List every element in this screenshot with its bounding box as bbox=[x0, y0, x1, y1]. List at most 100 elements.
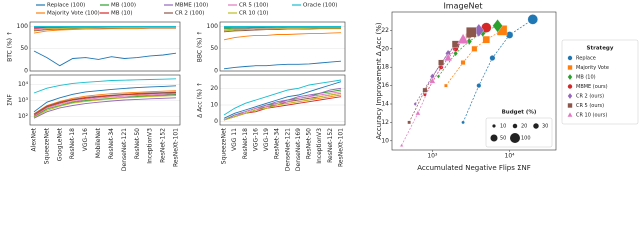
y-axis-label: Δ Acc (%) ↑ bbox=[197, 82, 204, 118]
x-axis-label: Accumulated Negative Flips ΣNF bbox=[417, 164, 531, 172]
y-tick-label: 10 bbox=[381, 137, 389, 144]
x-tick-label: MobileNet bbox=[95, 127, 102, 158]
series-line bbox=[33, 91, 177, 115]
point bbox=[451, 40, 460, 48]
series-line bbox=[33, 94, 177, 117]
series-line bbox=[33, 26, 176, 31]
legend-label: MB (100) bbox=[111, 3, 136, 9]
x-tick-label: ResNet-18 bbox=[69, 128, 76, 159]
series-line bbox=[223, 60, 342, 70]
x-tick-label: DenseNet-169 bbox=[295, 128, 302, 171]
scatter-title: ImageNet bbox=[443, 2, 482, 11]
legend-label: CR 2 (ours) bbox=[576, 94, 604, 100]
y-tick-label: 10³ bbox=[18, 97, 29, 104]
legend-label: Majority Vote bbox=[576, 65, 609, 71]
point bbox=[443, 53, 453, 61]
x-tick-label: ResNet-50 bbox=[306, 128, 313, 159]
budget-legend-marker bbox=[490, 134, 498, 142]
x-tick-label: VGG 11 bbox=[231, 128, 238, 151]
point bbox=[466, 37, 473, 46]
budget-legend-label: 100 bbox=[521, 136, 531, 142]
series-line bbox=[33, 50, 177, 67]
y-tick-label: 10 bbox=[210, 102, 218, 109]
x-tick-label: GoogLeNet bbox=[56, 127, 63, 161]
x-tick-label: 10³ bbox=[427, 153, 438, 160]
series-line bbox=[33, 90, 177, 115]
point bbox=[415, 110, 421, 116]
x-tick-label: VGG-19 bbox=[263, 128, 270, 151]
legend-label: MBME (ours) bbox=[576, 84, 608, 90]
y-tick-label: 100 bbox=[17, 23, 29, 30]
legend-marker bbox=[567, 74, 573, 80]
point bbox=[476, 83, 482, 88]
plot-frame bbox=[29, 74, 181, 126]
series-line bbox=[33, 97, 177, 119]
budget-legend-label: 20 bbox=[521, 124, 527, 130]
series-line bbox=[223, 27, 341, 32]
x-tick-label: ResNet-152 bbox=[160, 128, 167, 163]
point bbox=[436, 74, 441, 79]
point bbox=[429, 77, 436, 84]
series-line bbox=[223, 32, 342, 41]
series-line bbox=[223, 96, 342, 121]
budget-legend-label: 10 bbox=[500, 124, 506, 130]
x-tick-label: ResNet-50 bbox=[134, 128, 141, 159]
legend-marker bbox=[567, 55, 573, 61]
plot-frame bbox=[391, 11, 557, 151]
y-axis-label: BTC (%) ↑ bbox=[7, 31, 14, 62]
point bbox=[489, 55, 496, 61]
y-tick-label: 22 bbox=[381, 27, 389, 34]
point bbox=[438, 59, 445, 66]
x-tick-label: ResNet-18 bbox=[242, 128, 249, 159]
x-tick-label: ResNeXt-101 bbox=[338, 128, 345, 167]
strategy-legend-title: Strategy bbox=[587, 46, 614, 52]
budget-legend-marker bbox=[492, 124, 496, 128]
y-axis-label: BBC (%) ↑ bbox=[197, 31, 204, 63]
point bbox=[444, 83, 448, 88]
y-tick-label: 18 bbox=[381, 64, 389, 71]
legend-marker bbox=[567, 65, 573, 70]
plot-frame bbox=[219, 74, 346, 126]
point bbox=[461, 120, 465, 125]
x-tick-label: ResNet-34 bbox=[108, 128, 115, 159]
point bbox=[457, 33, 469, 44]
point bbox=[413, 101, 418, 107]
budget-legend-label: 50 bbox=[500, 136, 506, 142]
x-tick-label: ResNeXt-101 bbox=[173, 128, 180, 167]
series-line bbox=[223, 81, 342, 119]
x-tick-label: DenseNet-121 bbox=[284, 128, 291, 171]
strategy-legend-box bbox=[561, 39, 639, 125]
legend-label: Majority Vote (100) bbox=[47, 11, 100, 17]
series-line bbox=[33, 92, 177, 116]
x-tick-label: VGG-16 bbox=[252, 128, 259, 151]
y-tick-label: 0 bbox=[214, 118, 218, 125]
point bbox=[492, 19, 503, 33]
legend-label: MB (10) bbox=[111, 11, 133, 17]
series-line bbox=[223, 92, 342, 121]
x-tick-label: InceptionV3 bbox=[147, 128, 154, 164]
x-tick-label: ResNet-34 bbox=[274, 128, 281, 159]
legend-marker bbox=[567, 112, 573, 117]
series-line bbox=[223, 28, 341, 33]
legend-label: CR 10 (ours) bbox=[576, 113, 607, 119]
y-tick-label: 20 bbox=[210, 85, 218, 92]
y-tick-label: 10² bbox=[18, 113, 29, 120]
budget-legend-title: Budget (%) bbox=[502, 110, 537, 116]
plot-frame bbox=[219, 21, 346, 72]
y-tick-label: 14 bbox=[381, 101, 389, 108]
legend-label: Replace (100) bbox=[47, 3, 85, 9]
y-tick-label: 10⁴ bbox=[18, 81, 29, 88]
series-line bbox=[408, 31, 472, 123]
y-tick-label: 16 bbox=[381, 82, 389, 89]
legend-marker bbox=[567, 84, 573, 89]
legend-label: CR 5 (ours) bbox=[576, 103, 604, 109]
budget-legend-marker bbox=[510, 133, 520, 143]
budget-legend-marker bbox=[512, 123, 518, 129]
point bbox=[399, 143, 404, 147]
point bbox=[482, 35, 490, 44]
legend-label: Replace bbox=[576, 56, 596, 62]
legend-label: CR 5 (100) bbox=[239, 3, 268, 9]
series-line bbox=[223, 91, 342, 121]
y-tick-label: 100 bbox=[207, 23, 219, 30]
